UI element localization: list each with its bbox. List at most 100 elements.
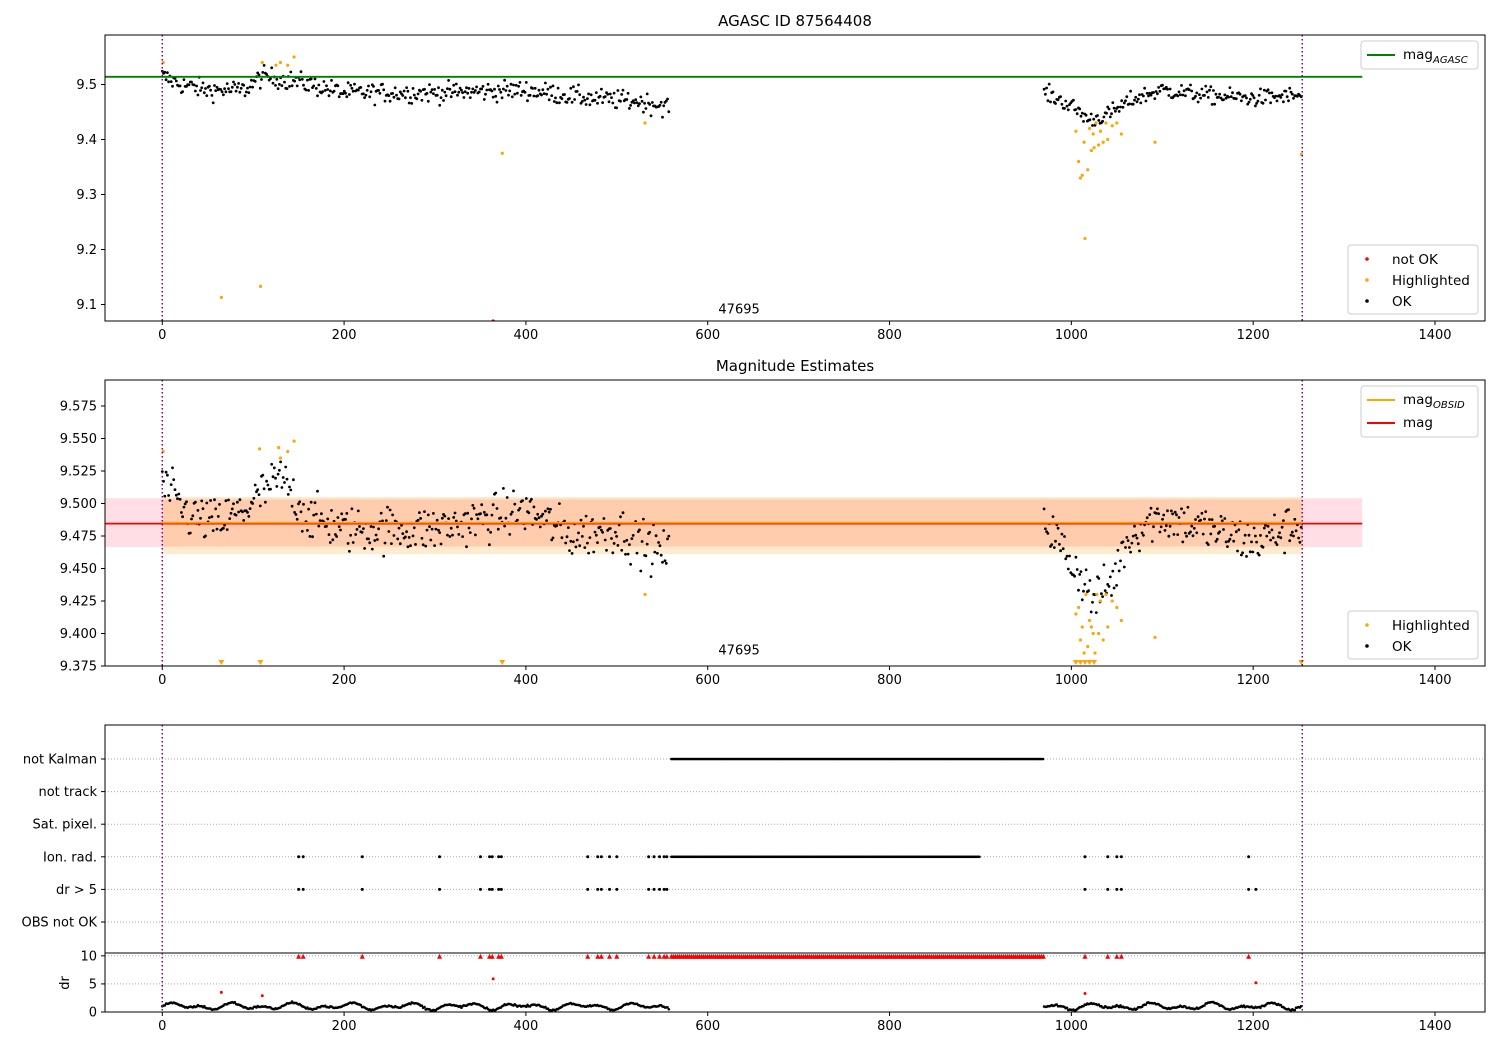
flag-point [652, 887, 656, 891]
panel-agasc-ok-point [1153, 97, 1157, 100]
panel-mag-estimates-ok-point [430, 527, 434, 531]
panel-agasc-ok-point [1110, 112, 1113, 116]
panel-mag-estimates-ok-point [251, 502, 255, 505]
panel-agasc-ok-point [1166, 87, 1169, 91]
dr-clipped-marker [607, 953, 613, 959]
panel-agasc-ok-point [1279, 96, 1283, 99]
panel-mag-estimates-ok-point [461, 535, 464, 538]
panel-mag-estimates-ok-point [1194, 518, 1197, 521]
panel-mag-estimates-ok-point [1129, 550, 1132, 554]
panel-agasc-ok-point [285, 87, 289, 90]
panel-mag-estimates-ok-point [1088, 579, 1092, 582]
panel-agasc-ok-point [1177, 90, 1181, 94]
panel-mag-estimates-ok-point [1044, 527, 1047, 531]
panel-mag-estimates-ok-point [204, 534, 207, 538]
panel-mag-estimates-ok-point [1164, 524, 1168, 528]
panel-mag-estimates-ok-point [600, 528, 603, 532]
panel-agasc-highlighted-point [500, 151, 504, 155]
panel-mag-estimates-ok-point [503, 524, 506, 528]
panel-mag-estimates-ok-point [386, 505, 389, 509]
dr-point [525, 1005, 528, 1008]
panel-agasc-ok-point [401, 94, 405, 97]
dr-clipped-marker [657, 953, 663, 959]
panel-agasc-ok-point [603, 95, 607, 98]
panel-mag-estimates-ok-point [1254, 534, 1257, 538]
panel-agasc-ok-point [1154, 90, 1158, 93]
panel-mag-estimates-ok-point [167, 494, 171, 497]
panel-mag-estimates-ok-point [1213, 524, 1216, 528]
panel-agasc-ok-point [1212, 89, 1215, 92]
panel-mag-estimates-highlighted-point [1091, 631, 1095, 636]
panel-agasc-ok-point [1131, 102, 1135, 106]
panel-mag-estimates-highlighted-point [1119, 618, 1123, 623]
panel-mag-estimates-ok-point [256, 488, 260, 491]
panel-agasc-ok-point [449, 95, 453, 99]
panel-agasc-xtick-label: 1200 [1237, 328, 1270, 343]
panel-agasc-legend-point-label: Highlighted [1392, 273, 1470, 289]
dr-clipped-marker [1082, 953, 1088, 959]
panel-agasc-ok-point [1049, 100, 1052, 104]
panel-agasc-legend-point-label: not OK [1392, 252, 1439, 268]
panel-mag-estimates-ok-point [248, 507, 252, 510]
panel-mag-estimates-ok-point [447, 517, 450, 520]
panel-agasc-ok-point [1101, 119, 1104, 123]
panel-agasc-ok-point [1075, 112, 1079, 116]
panel-mag-estimates-ok-point [363, 547, 366, 550]
dr-clipped-marker [359, 953, 365, 959]
panel-mag-estimates-ok-point [397, 526, 401, 530]
panel-agasc-ok-point [1194, 94, 1197, 98]
dr-point [420, 1004, 424, 1007]
panel-mag-estimates-highlighted-point [1101, 638, 1105, 642]
panel-agasc-ok-point [325, 84, 328, 88]
flag-point [615, 855, 619, 859]
panel-agasc-ok-point [332, 89, 336, 93]
panel-agasc-ok-point [388, 99, 392, 103]
panel-agasc-ok-point [505, 84, 509, 88]
panel-agasc-ok-point [484, 92, 487, 96]
panel-agasc-ok-point [330, 79, 333, 82]
panel-agasc-ok-point [1213, 102, 1216, 106]
panel-flags-xtick-label: 600 [695, 1019, 720, 1034]
flag-point [608, 887, 612, 891]
panel-agasc-ok-point [289, 70, 293, 74]
panel-agasc-ok-point [412, 93, 416, 97]
panel-mag-estimates-ok-point [1224, 540, 1228, 544]
panel-agasc-legend-point-label: OK [1392, 294, 1413, 310]
panel-mag-estimates-ok-point [488, 543, 491, 547]
panel-mag-estimates-ok-point [252, 496, 256, 500]
panel-mag-estimates-ok-point [1136, 542, 1140, 546]
panel-agasc-ok-point [1264, 98, 1267, 102]
panel-agasc-ok-point [404, 96, 407, 100]
panel-mag-estimates-ok-point [1131, 534, 1135, 538]
panel-mag-estimates-ytick-label: 9.425 [60, 595, 97, 610]
panel-mag-estimates-ok-point [1150, 540, 1154, 543]
panel-mag-estimates-ok-point [538, 525, 542, 529]
panel-mag-estimates-ok-point [228, 517, 232, 520]
panel-mag-estimates-ok-point [546, 507, 550, 511]
panel-agasc-ok-point [229, 90, 233, 94]
panel-mag-estimates-ok-point [1262, 526, 1266, 530]
panel-agasc-ok-point [550, 94, 554, 97]
panel-mag-estimates-ok-point [1173, 510, 1177, 514]
panel-mag-estimates-ok-point [512, 489, 515, 493]
panel-mag-estimates-ok-point [1252, 526, 1256, 530]
panel-agasc-ok-point [1195, 91, 1199, 95]
panel-mag-estimates-ok-point [376, 538, 379, 541]
panel-agasc-ok-point [364, 93, 368, 97]
panel-agasc-xtick-label: 400 [513, 328, 538, 343]
panel-agasc-ok-point [1270, 91, 1274, 95]
panel-agasc-ok-point [457, 90, 461, 94]
panel-agasc-ok-point [196, 93, 200, 97]
panel-mag-estimates-ok-point [232, 502, 235, 506]
panel-agasc-ok-point [1063, 107, 1066, 110]
flag-point [1083, 855, 1087, 859]
panel-agasc-highlighted-point [1078, 176, 1083, 180]
dr-clipped-marker [489, 953, 495, 959]
panel-mag-estimates-ok-point [196, 509, 200, 512]
panel-mag-estimates-ok-point [434, 527, 438, 531]
panel-agasc-ok-point [1189, 83, 1192, 87]
flag-row-label: dr > 5 [56, 883, 97, 898]
panel-agasc-ok-point [260, 78, 263, 81]
panel-agasc-ok-point [1243, 94, 1247, 98]
panel-mag-estimates-ok-point [182, 505, 186, 509]
